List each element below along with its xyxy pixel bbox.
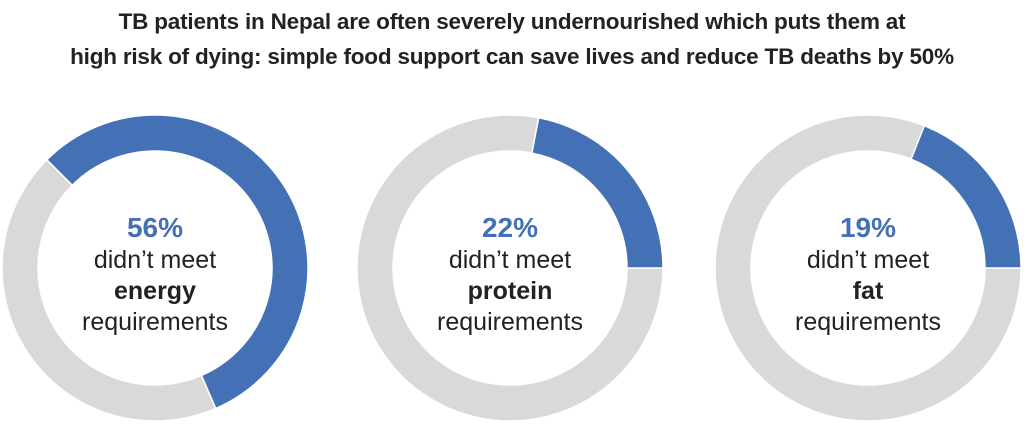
donut-segment-protein [531, 116, 664, 269]
percent-label: 22% [481, 212, 539, 243]
label-keyword: fat [852, 277, 884, 305]
label-line: requirements [82, 308, 228, 336]
donut-label-fat: 19% didn’t meet fat requirements [738, 211, 998, 338]
donut-protein [356, 114, 664, 422]
chart-title: TB patients in Nepal are often severely … [0, 4, 1024, 74]
label-line: didn’t meet [448, 246, 572, 274]
donut-label-protein: 22% didn’t meet protein requirements [380, 211, 640, 338]
title-line-1: TB patients in Nepal are often severely … [118, 9, 906, 34]
donut-segment-remainder [714, 114, 1022, 422]
donut-segment-remainder [1, 158, 217, 422]
donut-segment-remainder [356, 114, 664, 422]
donut-segment-fat [910, 124, 1022, 269]
donut-energy [1, 114, 309, 422]
label-keyword: energy [114, 277, 196, 305]
label-keyword: protein [467, 277, 553, 305]
donut-fat [714, 114, 1022, 422]
label-line: didn’t meet [93, 246, 217, 274]
label-line: didn’t meet [806, 246, 930, 274]
label-line: requirements [795, 308, 941, 336]
percent-label: 19% [839, 212, 897, 243]
title-line-2: high risk of dying: simple food support … [70, 44, 954, 69]
donut-label-energy: 56% didn’t meet energy requirements [25, 211, 285, 338]
percent-label: 56% [126, 212, 184, 243]
donut-segment-energy [45, 114, 309, 410]
label-line: requirements [437, 308, 583, 336]
